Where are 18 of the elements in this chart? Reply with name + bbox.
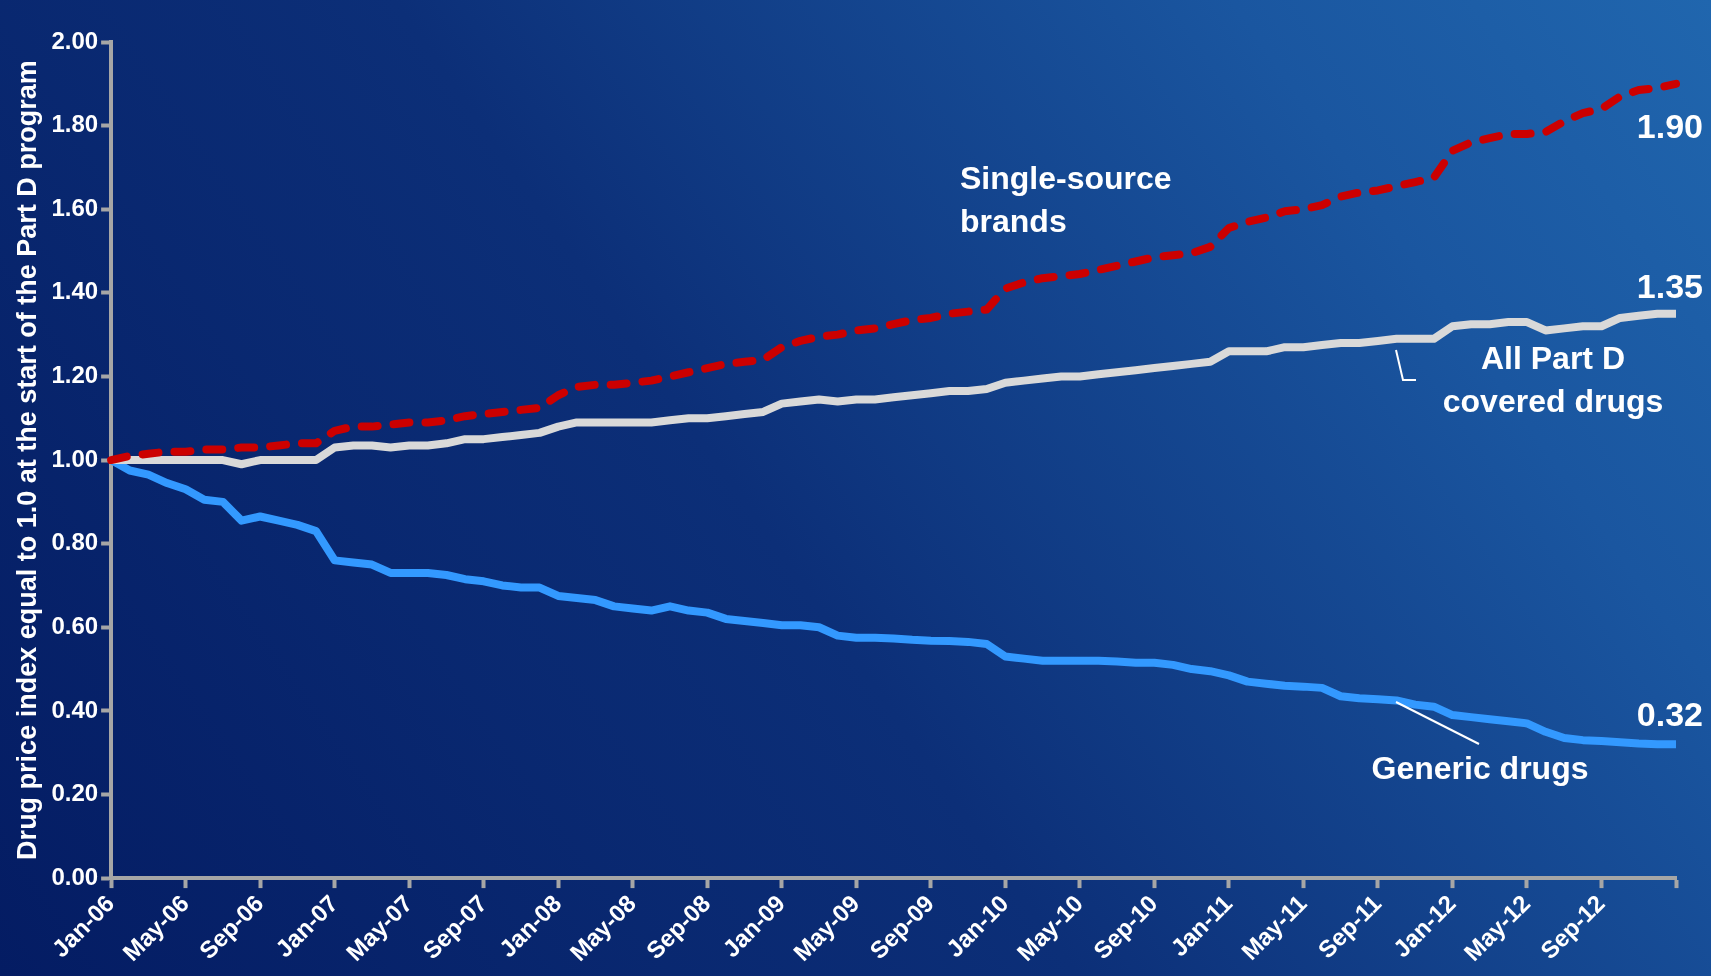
data-label: 1.90 (1636, 107, 1703, 146)
y-tick-label: 1.20 (51, 361, 99, 389)
series-label: All Part D covered drugs (1442, 339, 1664, 419)
y-tick-label: 0.40 (51, 695, 99, 723)
series-label: Single-source brands (960, 159, 1172, 239)
data-label: 1.35 (1636, 267, 1703, 306)
y-tick-label: 0.80 (51, 528, 99, 556)
y-axis-title: Drug price index equal to 1.0 at the start of the Part D program (11, 60, 42, 860)
data-label: 0.32 (1636, 694, 1703, 733)
y-tick-label: 1.80 (51, 110, 99, 138)
y-tick-label: 0.60 (51, 611, 99, 639)
y-tick-label: 1.40 (51, 277, 99, 305)
y-tick-label: 1.00 (51, 444, 99, 472)
series-label: Generic drugs (1371, 749, 1589, 786)
y-tick-label: 1.60 (51, 193, 99, 221)
y-tick-label: 0.20 (51, 779, 99, 807)
y-tick-label: 2.00 (51, 26, 99, 54)
y-tick-label: 0.00 (51, 862, 99, 890)
